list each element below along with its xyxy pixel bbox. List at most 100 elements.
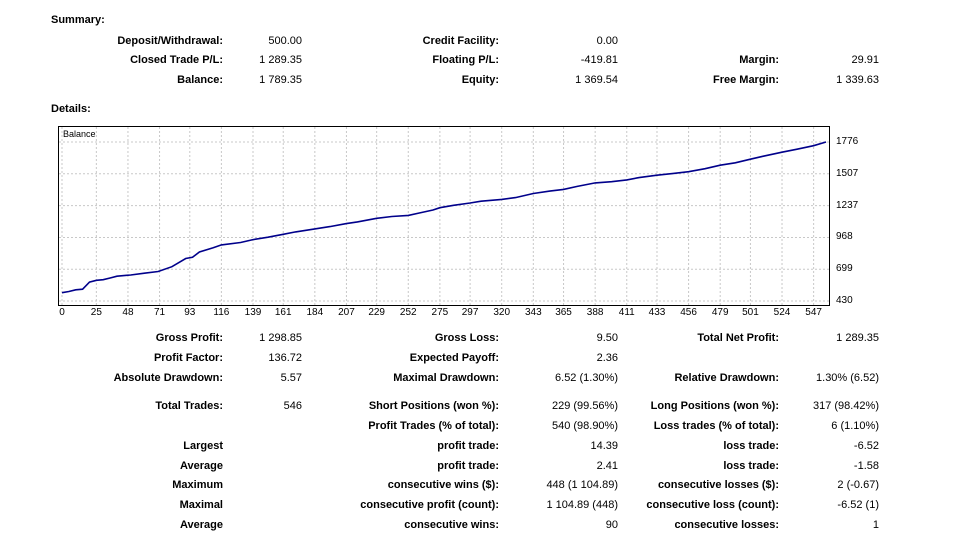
stat-label: Maximum (172, 479, 223, 491)
free-margin-label: Free Margin: (712, 74, 779, 86)
balance-value: 1 789.35 (259, 74, 302, 86)
x-tick-label: 275 (431, 307, 449, 318)
stat-label: consecutive losses: (674, 519, 779, 531)
stat-label: consecutive wins ($): (387, 479, 499, 491)
x-tick-label: 0 (59, 307, 65, 318)
stat-value: 1 289.35 (836, 332, 879, 344)
x-tick-label: 139 (244, 307, 262, 318)
stat-label: Expected Payoff: (409, 352, 499, 364)
equity-value: 1 369.54 (575, 74, 618, 86)
x-tick-label: 320 (493, 307, 511, 318)
stat-value: 6.52 (1.30%) (555, 372, 618, 384)
x-tick-label: 161 (274, 307, 292, 318)
x-tick-label: 501 (742, 307, 759, 318)
x-tick-label: 184 (306, 307, 324, 318)
stat-label: loss trade: (723, 460, 779, 472)
y-tick-label: 1507 (836, 167, 859, 179)
stat-value: -1.58 (853, 460, 879, 472)
floating-value: -419.81 (580, 54, 618, 66)
balance-chart-plot (59, 127, 829, 305)
margin-value: 29.91 (851, 54, 879, 66)
stat-label: profit trade: (437, 460, 499, 472)
stat-value: 1 104.89 (448) (546, 499, 618, 511)
stat-label: Average (179, 460, 223, 472)
stat-label: Long Positions (won %): (650, 400, 779, 412)
stat-value: 2 (-0.67) (837, 479, 879, 491)
stat-label: profit trade: (437, 440, 499, 452)
stat-value: -6.52 (853, 440, 879, 452)
stat-value: 540 (98.90%) (551, 420, 618, 432)
stat-value: 1.30% (6.52) (816, 372, 879, 384)
stat-label: Maximal Drawdown: (393, 372, 499, 384)
stat-value: 1 298.85 (259, 332, 302, 344)
y-tick-label: 699 (836, 263, 853, 275)
x-tick-label: 48 (122, 307, 134, 318)
x-tick-label: 365 (555, 307, 572, 318)
x-tick-label: 411 (618, 307, 635, 318)
balance-chart: Balance (58, 126, 830, 306)
x-tick-label: 297 (461, 307, 479, 318)
x-tick-label: 433 (648, 307, 666, 318)
balance-line (61, 141, 827, 294)
stat-value: 448 (1 104.89) (546, 479, 618, 491)
balance-label: Balance: (177, 74, 223, 86)
chart-legend: Balance (63, 129, 96, 139)
stat-label: Largest (183, 440, 223, 452)
credit-label: Credit Facility: (422, 35, 499, 47)
x-tick-label: 456 (680, 307, 697, 318)
summary-title: Summary: (51, 14, 105, 26)
x-tick-label: 388 (586, 307, 604, 318)
x-tick-label: 547 (805, 307, 822, 318)
stat-label: Profit Factor: (153, 352, 223, 364)
stat-label: Gross Profit: (155, 332, 223, 344)
x-tick-label: 252 (399, 307, 417, 318)
stat-value: 14.39 (590, 440, 618, 452)
stat-value: 136.72 (268, 352, 302, 364)
stat-label: consecutive losses ($): (657, 479, 779, 491)
stat-label: Maximal (179, 499, 223, 511)
free-margin-value: 1 339.63 (836, 74, 879, 86)
equity-label: Equity: (461, 74, 499, 86)
x-tick-label: 524 (773, 307, 791, 318)
stat-value: 9.50 (596, 332, 618, 344)
stat-label: Average (179, 519, 223, 531)
x-tick-label: 207 (338, 307, 355, 318)
stat-value: 5.57 (280, 372, 302, 384)
stat-value: 317 (98.42%) (812, 400, 879, 412)
closed-trade-value: 1 289.35 (259, 54, 302, 66)
details-title: Details: (51, 103, 91, 115)
closed-trade-label: Closed Trade P/L: (130, 54, 223, 66)
credit-value: 0.00 (596, 35, 618, 47)
x-tick-label: 479 (711, 307, 729, 318)
stat-label: Profit Trades (% of total): (368, 420, 499, 432)
stat-value: 229 (99.56%) (551, 400, 618, 412)
y-tick-label: 430 (836, 295, 853, 306)
y-tick-label: 968 (836, 231, 853, 243)
stat-label: loss trade: (723, 440, 779, 452)
stat-label: consecutive profit (count): (360, 499, 499, 511)
stat-value: -6.52 (1) (837, 499, 879, 511)
stat-label: Loss trades (% of total): (653, 420, 779, 432)
stat-label: Short Positions (won %): (368, 400, 499, 412)
stat-value: 6 (1.10%) (831, 420, 879, 432)
margin-label: Margin: (739, 54, 779, 66)
stat-value: 2.36 (596, 352, 618, 364)
stat-label: Relative Drawdown: (674, 372, 779, 384)
stat-label: consecutive loss (count): (646, 499, 779, 511)
x-tick-label: 93 (184, 307, 196, 318)
x-tick-label: 25 (90, 307, 102, 318)
stat-value: 90 (605, 519, 618, 531)
y-tick-label: 1237 (836, 199, 859, 211)
floating-label: Floating P/L: (432, 54, 499, 66)
x-tick-label: 343 (524, 307, 542, 318)
stat-label: Gross Loss: (434, 332, 499, 344)
stat-label: Total Net Profit: (697, 332, 779, 344)
deposit-value: 500.00 (268, 35, 302, 47)
x-tick-label: 116 (213, 307, 230, 318)
stat-label: Total Trades: (155, 400, 223, 412)
stat-value: 1 (872, 519, 879, 531)
x-tick-label: 229 (368, 307, 385, 318)
stat-value: 546 (283, 400, 302, 412)
stat-label: consecutive wins: (404, 519, 499, 531)
stat-label: Absolute Drawdown: (113, 372, 223, 384)
